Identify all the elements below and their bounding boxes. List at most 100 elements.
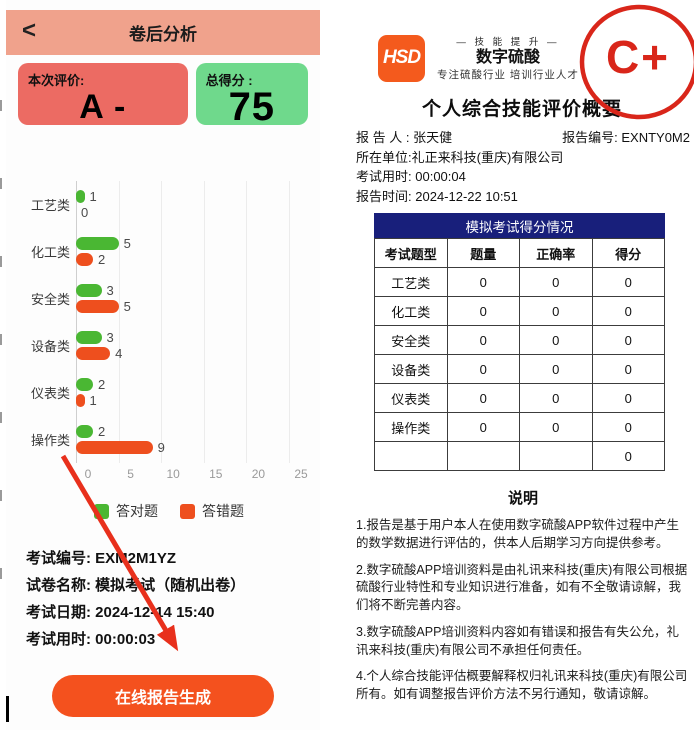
- exam-date-value: 2024-12-14 15:40: [95, 604, 215, 621]
- evaluation-grade: A -: [79, 88, 127, 126]
- table-cell: 化工类: [374, 296, 448, 326]
- table-cell: 0: [591, 441, 665, 471]
- table-cell: [446, 441, 520, 471]
- legend-swatch-icon: [94, 503, 109, 519]
- edge-mark: [0, 100, 2, 111]
- chart-bar-line: 2: [76, 425, 320, 438]
- score-table: 考试题型 题量 正确率 得分 工艺类 0 0 0 化工类 0 0 0 安全类 0 0 0 设备类 0 0 0 仪表类 0…: [374, 238, 665, 471]
- table-row: 操作类 0 0 0: [374, 412, 665, 442]
- chart-category-label: 操作类: [30, 433, 70, 448]
- table-caption: 模拟考试得分情况: [374, 213, 665, 238]
- chart-gridline: [76, 181, 77, 463]
- chart-category-row: 化工类 5 2: [18, 228, 320, 275]
- summary-cards: 本次评价: A - 总得分 : 75: [18, 63, 308, 127]
- table-cell: 操作类: [374, 412, 448, 442]
- table-cell: 0: [519, 383, 593, 413]
- legend-item: 答对题: [94, 501, 158, 521]
- chart-category-label: 设备类: [30, 339, 70, 354]
- table-row: 0: [374, 441, 665, 471]
- brand-block: — 技 能 提 升 — 数字硫酸 专注硫酸行业 培训行业人才: [437, 34, 579, 82]
- report-time-label: 报告时间:: [356, 188, 412, 204]
- chart-bar: [76, 300, 119, 313]
- unit-label: 所在单位:: [356, 149, 412, 165]
- table-cell: 工艺类: [374, 267, 448, 297]
- note-paragraph: 4.个人综合技能评估概要解释权归礼讯来科技(重庆)有限公司所有。如有调整报告评价…: [356, 669, 688, 701]
- chart-bar: [76, 425, 94, 438]
- chart-bar: [76, 190, 85, 203]
- generate-report-button[interactable]: 在线报告生成: [52, 675, 274, 717]
- chart-category-row: 操作类 2 9: [18, 416, 320, 463]
- chart-bar-value: 3: [106, 283, 114, 298]
- brand-tagline-bottom: 专注硫酸行业 培训行业人才: [437, 69, 579, 81]
- back-chevron-icon[interactable]: <: [22, 17, 37, 44]
- table-cell: 0: [446, 354, 520, 384]
- note-paragraph: 2.数字硫酸APP培训资料是由礼讯来科技(重庆)有限公司根据硫酸行业特性和专业知…: [356, 562, 688, 613]
- chart-tick-label: 5: [127, 467, 134, 481]
- chart-bar: [76, 253, 94, 266]
- chart-bar-line: 5: [76, 237, 320, 250]
- chart-category-label: 化工类: [30, 245, 70, 260]
- table-cell: 0: [519, 296, 593, 326]
- chart-bar-line: 1: [76, 394, 320, 407]
- table-header-cell: 题量: [446, 238, 520, 268]
- chart-bar: [76, 441, 153, 454]
- edge-mark: [0, 178, 2, 189]
- duration-value: 00:00:04: [415, 169, 466, 184]
- edge-mark: [0, 568, 2, 579]
- chart-bar-value: 0: [81, 205, 89, 220]
- chart-legend: 答对题 答错题: [18, 501, 320, 521]
- chart-category-label: 安全类: [30, 292, 70, 307]
- table-cell: 0: [519, 412, 593, 442]
- table-cell: 0: [446, 412, 520, 442]
- hsd-logo-icon: HSD: [378, 34, 425, 82]
- paper-name-label: 试卷名称:: [26, 577, 91, 594]
- report-time-row: 报告时间: 2024-12-22 10:51: [356, 187, 690, 207]
- reporter-name: 张天健: [413, 130, 453, 145]
- exam-info-block: 考试编号: EXM2M1YZ 试卷名称: 模拟考试（随机出卷） 考试日期: 20…: [6, 545, 320, 653]
- chart-bar-line: 2: [76, 378, 320, 391]
- paper-name-row: 试卷名称: 模拟考试（随机出卷）: [26, 572, 320, 599]
- score-label: 总得分 :: [205, 73, 253, 88]
- edge-mark: [0, 256, 2, 267]
- chart-bar-value: 9: [157, 440, 165, 455]
- chart-bar-value: 5: [123, 299, 131, 314]
- chart-category-label: 仪表类: [30, 386, 70, 401]
- unit-row: 所在单位:礼正来科技(重庆)有限公司: [356, 148, 690, 168]
- table-cell: 0: [591, 383, 665, 413]
- table-cell: 0: [591, 412, 665, 442]
- table-cell: 0: [446, 383, 520, 413]
- chart-tick-label: 25: [294, 467, 308, 481]
- chart-bar-value: 2: [98, 377, 106, 392]
- chart-bar: [76, 347, 111, 360]
- evaluation-card: 本次评价: A -: [18, 63, 188, 125]
- exam-duration-value: 00:00:03: [95, 631, 156, 648]
- category-bar-chart: 工艺类 1 0 化工类 5 2 安全类 3 5 设备类 3 4 仪表类 2 1 操作类 2 9 0 5 10 15 20 2…: [6, 181, 320, 521]
- table-header-cell: 正确率: [519, 238, 593, 268]
- exam-duration-row: 考试用时: 00:00:03: [26, 626, 320, 653]
- chart-tick-label: 20: [251, 467, 266, 481]
- report-number-field: 报告编号: EXNTY0M2: [562, 128, 690, 148]
- exam-analysis-screen: < 卷后分析 本次评价: A - 总得分 : 75 工艺类 1 0 化工类 5 2 安全类 3…: [6, 0, 320, 730]
- duration-row: 考试用时: 00:00:04: [356, 167, 690, 187]
- chart-bar-value: 4: [115, 346, 123, 361]
- report-number-label: 报告编号:: [562, 130, 618, 145]
- notes-section: 说明 1.报告是基于用户本人在使用数字硫酸APP软件过程中产生的数学数据进行评估…: [356, 487, 690, 704]
- edge-mark: [0, 490, 2, 501]
- table-row: 仪表类 0 0 0: [374, 383, 665, 413]
- reporter-field: 报 告 人 : 张天健: [356, 128, 452, 148]
- table-header-cell: 得分: [591, 238, 665, 268]
- legend-swatch-icon: [180, 503, 195, 519]
- chart-gridline: [118, 181, 120, 463]
- chart-bar-line: 0: [76, 206, 320, 219]
- report-number-value: EXNTY0M2: [621, 130, 690, 145]
- logo-letters: HSD: [382, 47, 421, 68]
- exam-number-row: 考试编号: EXM2M1YZ: [26, 545, 320, 572]
- table-cell: 安全类: [374, 325, 448, 355]
- chart-bar-line: 5: [76, 300, 320, 313]
- table-cell: 设备类: [374, 354, 448, 384]
- table-cell: 0: [591, 325, 665, 355]
